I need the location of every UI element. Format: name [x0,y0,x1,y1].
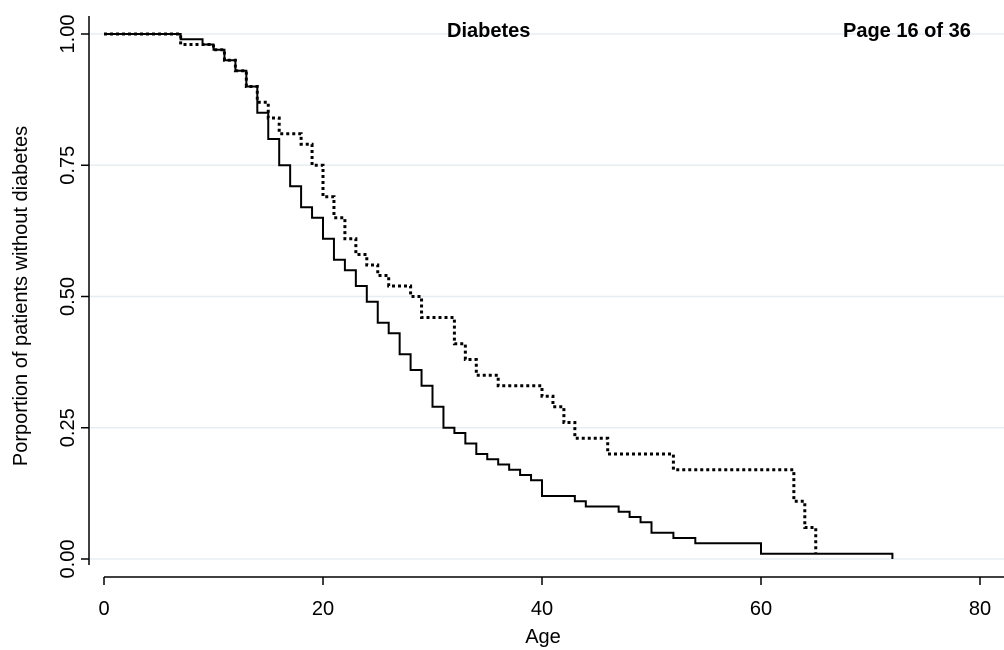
axis-labels: Porportion of patients without diabetes … [10,126,561,648]
x-tick-label: 20 [312,598,334,620]
x-tick-label: 40 [531,598,553,620]
series [104,32,894,559]
gridlines [89,33,1004,560]
page-indicator: Page 16 of 36 [843,20,971,42]
y-tick-label: 0.75 [57,146,79,185]
series-line-solid [104,33,894,559]
y-tick-label: 0.50 [57,277,79,316]
y-tick-label: 0.00 [57,540,79,579]
x-tick-label: 60 [750,598,772,620]
y-tick-label: 0.25 [57,408,79,447]
y-tick-label: 1.00 [57,15,79,54]
y-axis-label: Porportion of patients without diabetes [10,126,32,466]
series-line-dotted [104,32,818,554]
x-axis-label: Age [525,626,561,648]
axes: 0.00 0.25 0.50 0.75 1.00 0 20 40 60 80 [57,15,1004,620]
chart-title: Diabetes [447,20,531,42]
x-tick-label: 0 [98,598,109,620]
x-tick-label: 80 [969,598,991,620]
